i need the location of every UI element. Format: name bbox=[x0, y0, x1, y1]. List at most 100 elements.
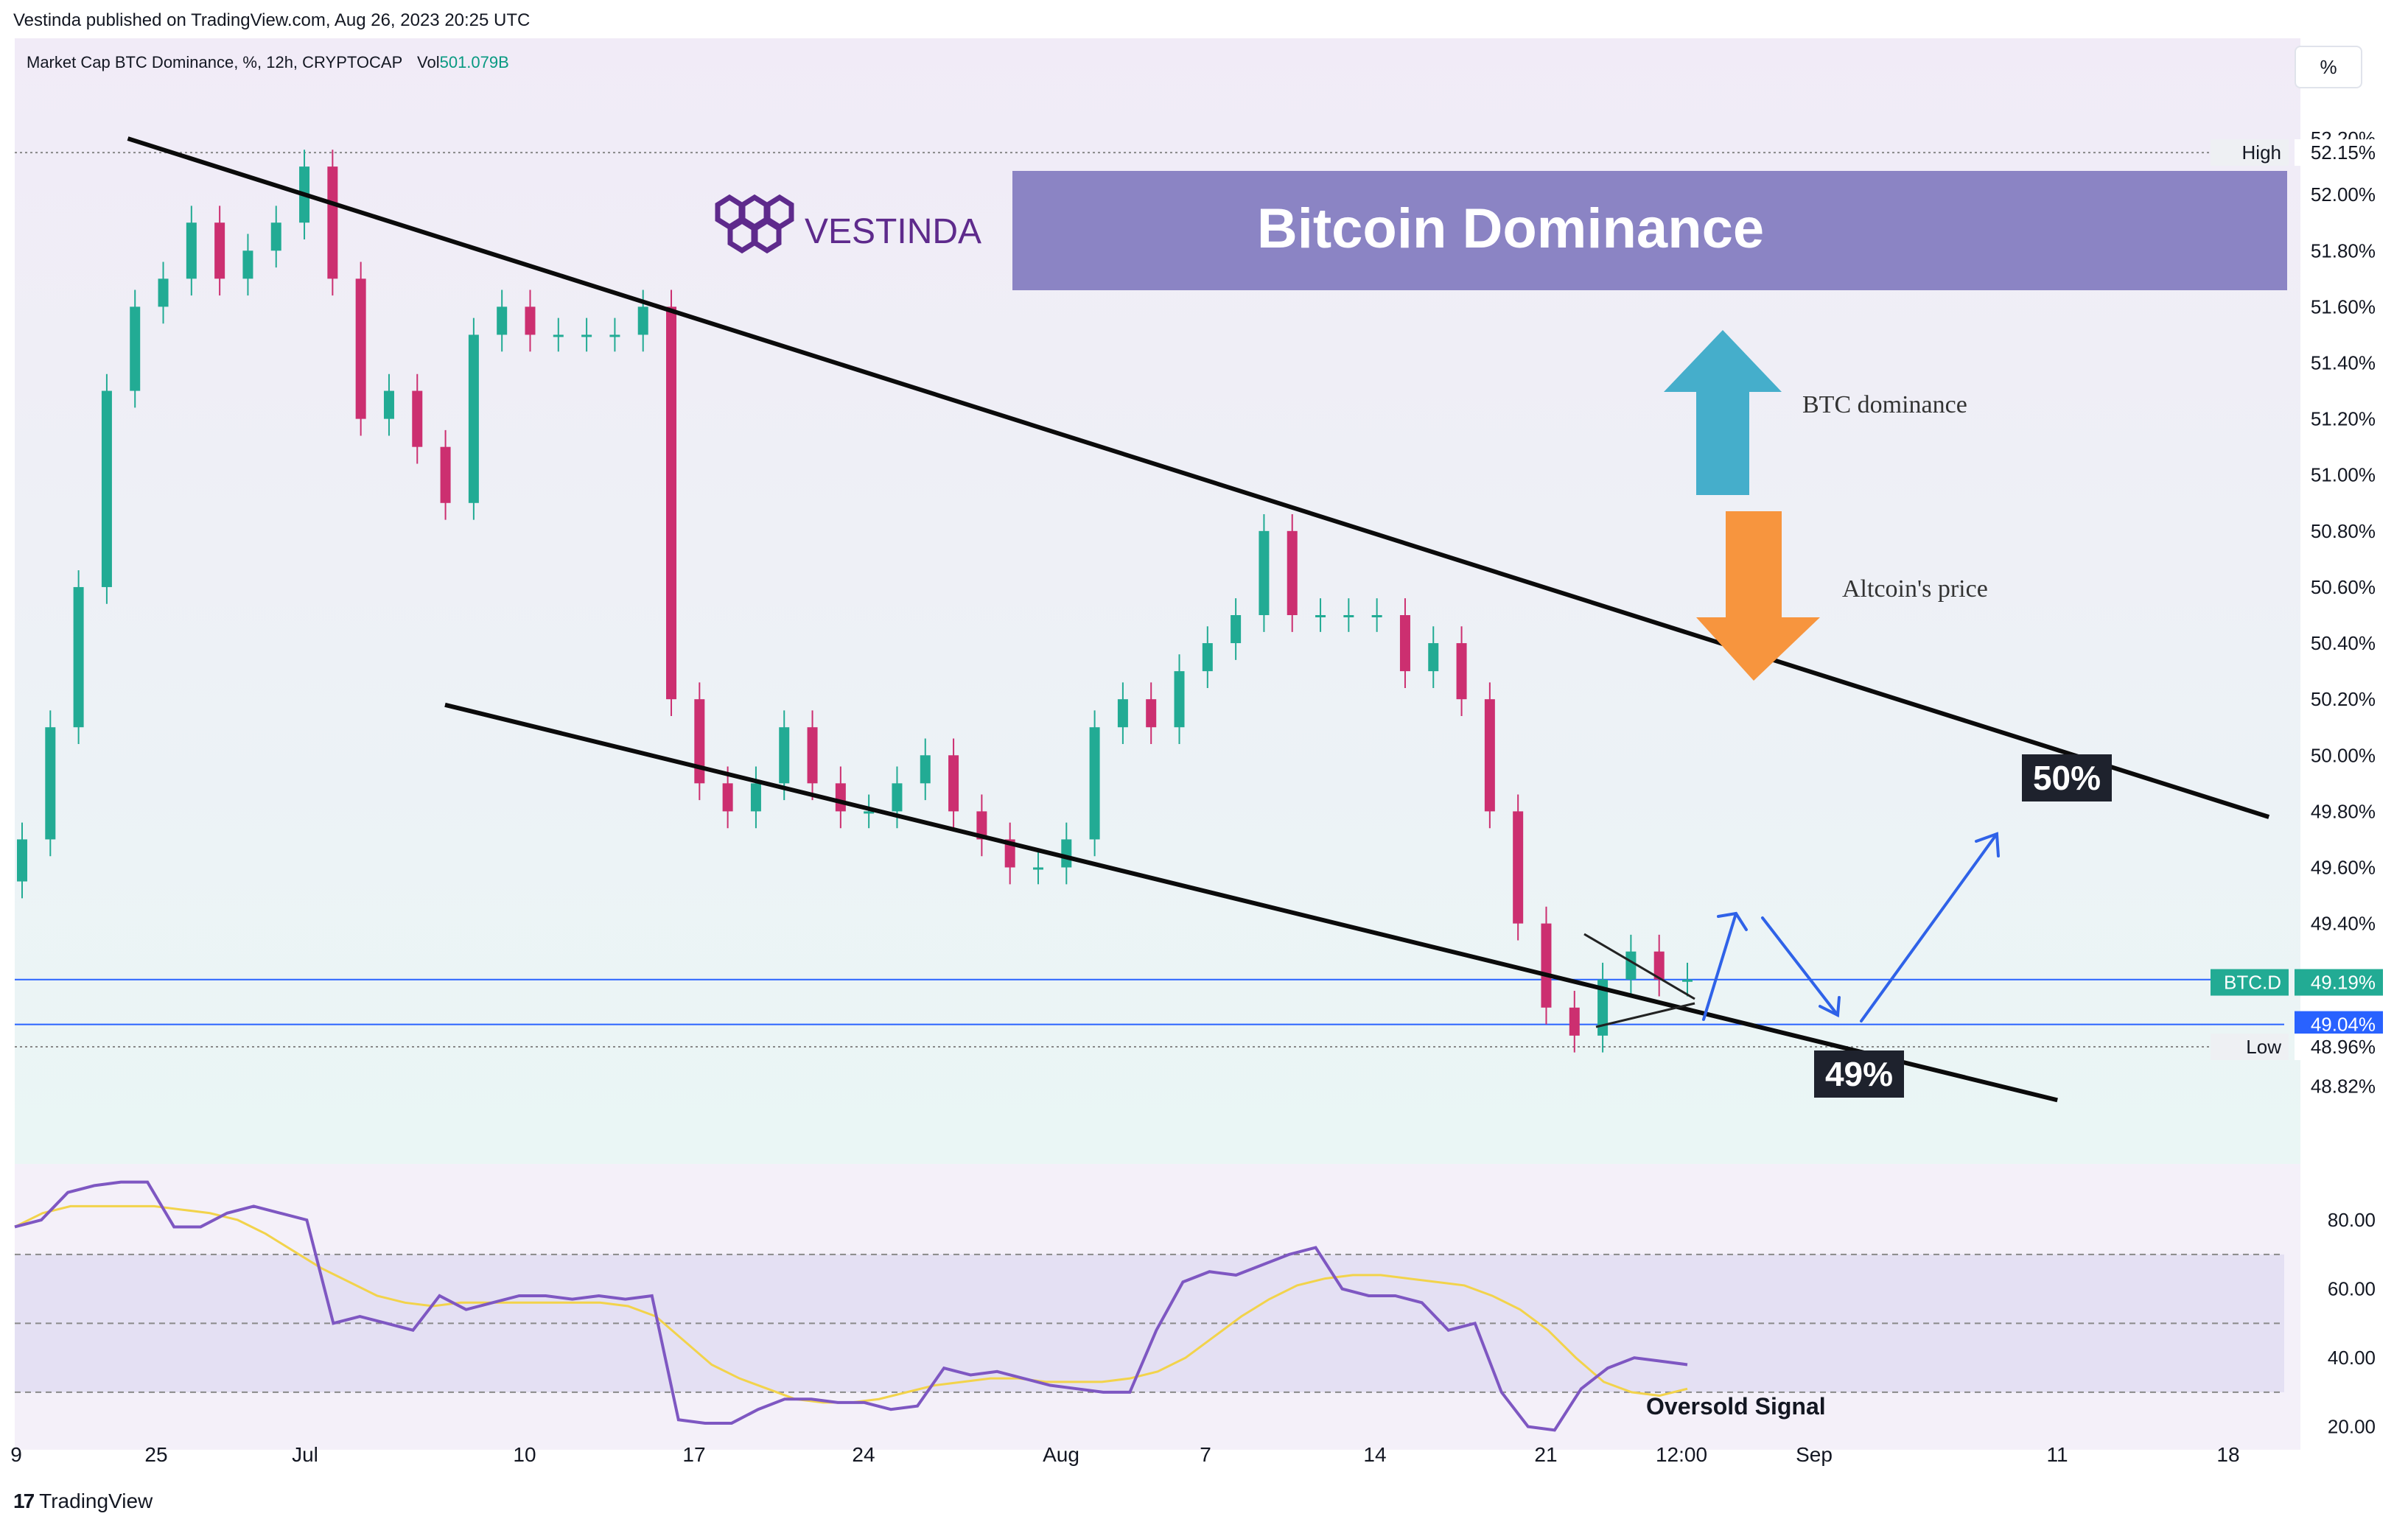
price-tick-label: 50.20% bbox=[2311, 688, 2376, 710]
price-label-name: High bbox=[2242, 141, 2281, 164]
time-tick-label: 18 bbox=[2216, 1443, 2239, 1466]
candle bbox=[270, 222, 281, 251]
candle bbox=[242, 250, 253, 279]
candle bbox=[1625, 951, 1637, 980]
rsi-tick-label: 20.00 bbox=[2328, 1416, 2376, 1438]
candle bbox=[1428, 643, 1439, 672]
candle bbox=[468, 334, 479, 503]
candle bbox=[976, 811, 987, 840]
price-label-value: 52.15% bbox=[2311, 141, 2376, 164]
price-tick-label: 48.82% bbox=[2311, 1075, 2376, 1097]
candle bbox=[497, 306, 508, 335]
price-label-box bbox=[2295, 1034, 2383, 1061]
candle bbox=[1117, 699, 1128, 728]
candle bbox=[1287, 530, 1298, 615]
candles bbox=[17, 150, 1693, 1053]
candle bbox=[750, 783, 761, 812]
price-label-name: Low bbox=[2246, 1036, 2281, 1058]
candle bbox=[17, 839, 27, 882]
candle bbox=[214, 222, 225, 279]
rsi-band bbox=[15, 1253, 2284, 1393]
candle bbox=[45, 727, 56, 840]
brand-label: TradingView bbox=[39, 1490, 153, 1512]
candle bbox=[1174, 671, 1185, 728]
candle bbox=[892, 783, 903, 812]
candle bbox=[1061, 839, 1072, 868]
candle bbox=[1089, 727, 1100, 840]
price-tick-label: 51.20% bbox=[2311, 408, 2376, 430]
down-arrow-icon bbox=[1696, 511, 1820, 681]
candle bbox=[383, 390, 394, 419]
vol-label: Vol bbox=[417, 53, 440, 71]
candle bbox=[355, 278, 366, 419]
candle bbox=[130, 306, 141, 391]
channel-line bbox=[444, 702, 2058, 1103]
title-banner bbox=[1012, 171, 2287, 290]
time-tick-label: 21 bbox=[1534, 1443, 1557, 1466]
time-axis: 9 25 Jul 10 17 24 Aug 7 14 21 12:00 Sep 11 18 bbox=[10, 1443, 2239, 1466]
candle bbox=[694, 699, 705, 784]
candle bbox=[1682, 979, 1693, 982]
candle bbox=[835, 783, 846, 812]
candle bbox=[101, 390, 112, 587]
price-tick-label: 50.40% bbox=[2311, 632, 2376, 654]
price-label-box bbox=[2295, 1011, 2383, 1038]
candle bbox=[1202, 643, 1213, 672]
time-tick-label: Aug bbox=[1043, 1443, 1079, 1466]
price-label-value: 49.19% bbox=[2311, 972, 2376, 994]
percent-scale-button[interactable]: % bbox=[2295, 46, 2362, 88]
price-label-box bbox=[2295, 139, 2383, 166]
time-tick-label: 12:00 bbox=[1656, 1443, 1707, 1466]
candle bbox=[1399, 615, 1410, 672]
candle bbox=[637, 306, 648, 335]
price-label-tag bbox=[2211, 969, 2289, 996]
candle bbox=[1343, 615, 1354, 617]
time-tick-label: 14 bbox=[1363, 1443, 1386, 1466]
rsi-tick-label: 80.00 bbox=[2328, 1209, 2376, 1231]
banner-title: Bitcoin Dominance bbox=[1257, 197, 1764, 260]
candle bbox=[1484, 699, 1495, 812]
price-tick-label: 51.60% bbox=[2311, 295, 2376, 318]
candle bbox=[73, 586, 84, 728]
horizontal-levels bbox=[15, 152, 2284, 1048]
candle bbox=[1231, 615, 1242, 644]
down-arrow-label: Altcoin's price bbox=[1842, 575, 1988, 603]
candle bbox=[722, 783, 733, 812]
rsi-tick-label: 40.00 bbox=[2328, 1347, 2376, 1369]
price-tick-label: 50.80% bbox=[2311, 520, 2376, 542]
time-tick-label: Jul bbox=[292, 1443, 318, 1466]
time-tick-label: 11 bbox=[2046, 1443, 2068, 1466]
target-50-badge bbox=[2022, 754, 2112, 801]
candle bbox=[948, 755, 959, 812]
candle bbox=[581, 334, 592, 337]
time-tick-label: 10 bbox=[513, 1443, 536, 1466]
symbol-line: Market Cap BTC Dominance, %, 12h, CRYPTO… bbox=[27, 53, 509, 72]
candle bbox=[186, 222, 197, 279]
time-tick-label: Sep bbox=[1796, 1443, 1833, 1466]
candle bbox=[553, 334, 564, 337]
candle bbox=[666, 306, 677, 700]
price-label-tag bbox=[2211, 139, 2289, 166]
price-label-value: 48.96% bbox=[2311, 1036, 2376, 1058]
up-arrow-label: BTC dominance bbox=[1802, 391, 1967, 418]
price-tick-label: 49.40% bbox=[2311, 913, 2376, 935]
projection-arrows-icon bbox=[1702, 832, 2000, 1022]
candle bbox=[609, 334, 620, 337]
triangle-pattern bbox=[1583, 933, 1695, 1028]
candle bbox=[1456, 643, 1467, 700]
up-arrow-icon bbox=[1664, 330, 1782, 495]
candle bbox=[1146, 699, 1157, 728]
rsi-lines bbox=[14, 1180, 1688, 1432]
price-tick-label: 49.80% bbox=[2311, 800, 2376, 822]
price-tick-label: 50.00% bbox=[2311, 744, 2376, 766]
candle bbox=[807, 727, 818, 784]
candle bbox=[1315, 615, 1326, 617]
rsi-tick-label: 60.00 bbox=[2328, 1278, 2376, 1300]
time-tick-label: 17 bbox=[682, 1443, 705, 1466]
rsi-line bbox=[14, 1180, 1688, 1432]
footer-brand: 17 TradingView bbox=[13, 1490, 153, 1513]
publisher-line: Vestinda published on TradingView.com, A… bbox=[13, 10, 531, 30]
candle bbox=[412, 390, 423, 447]
